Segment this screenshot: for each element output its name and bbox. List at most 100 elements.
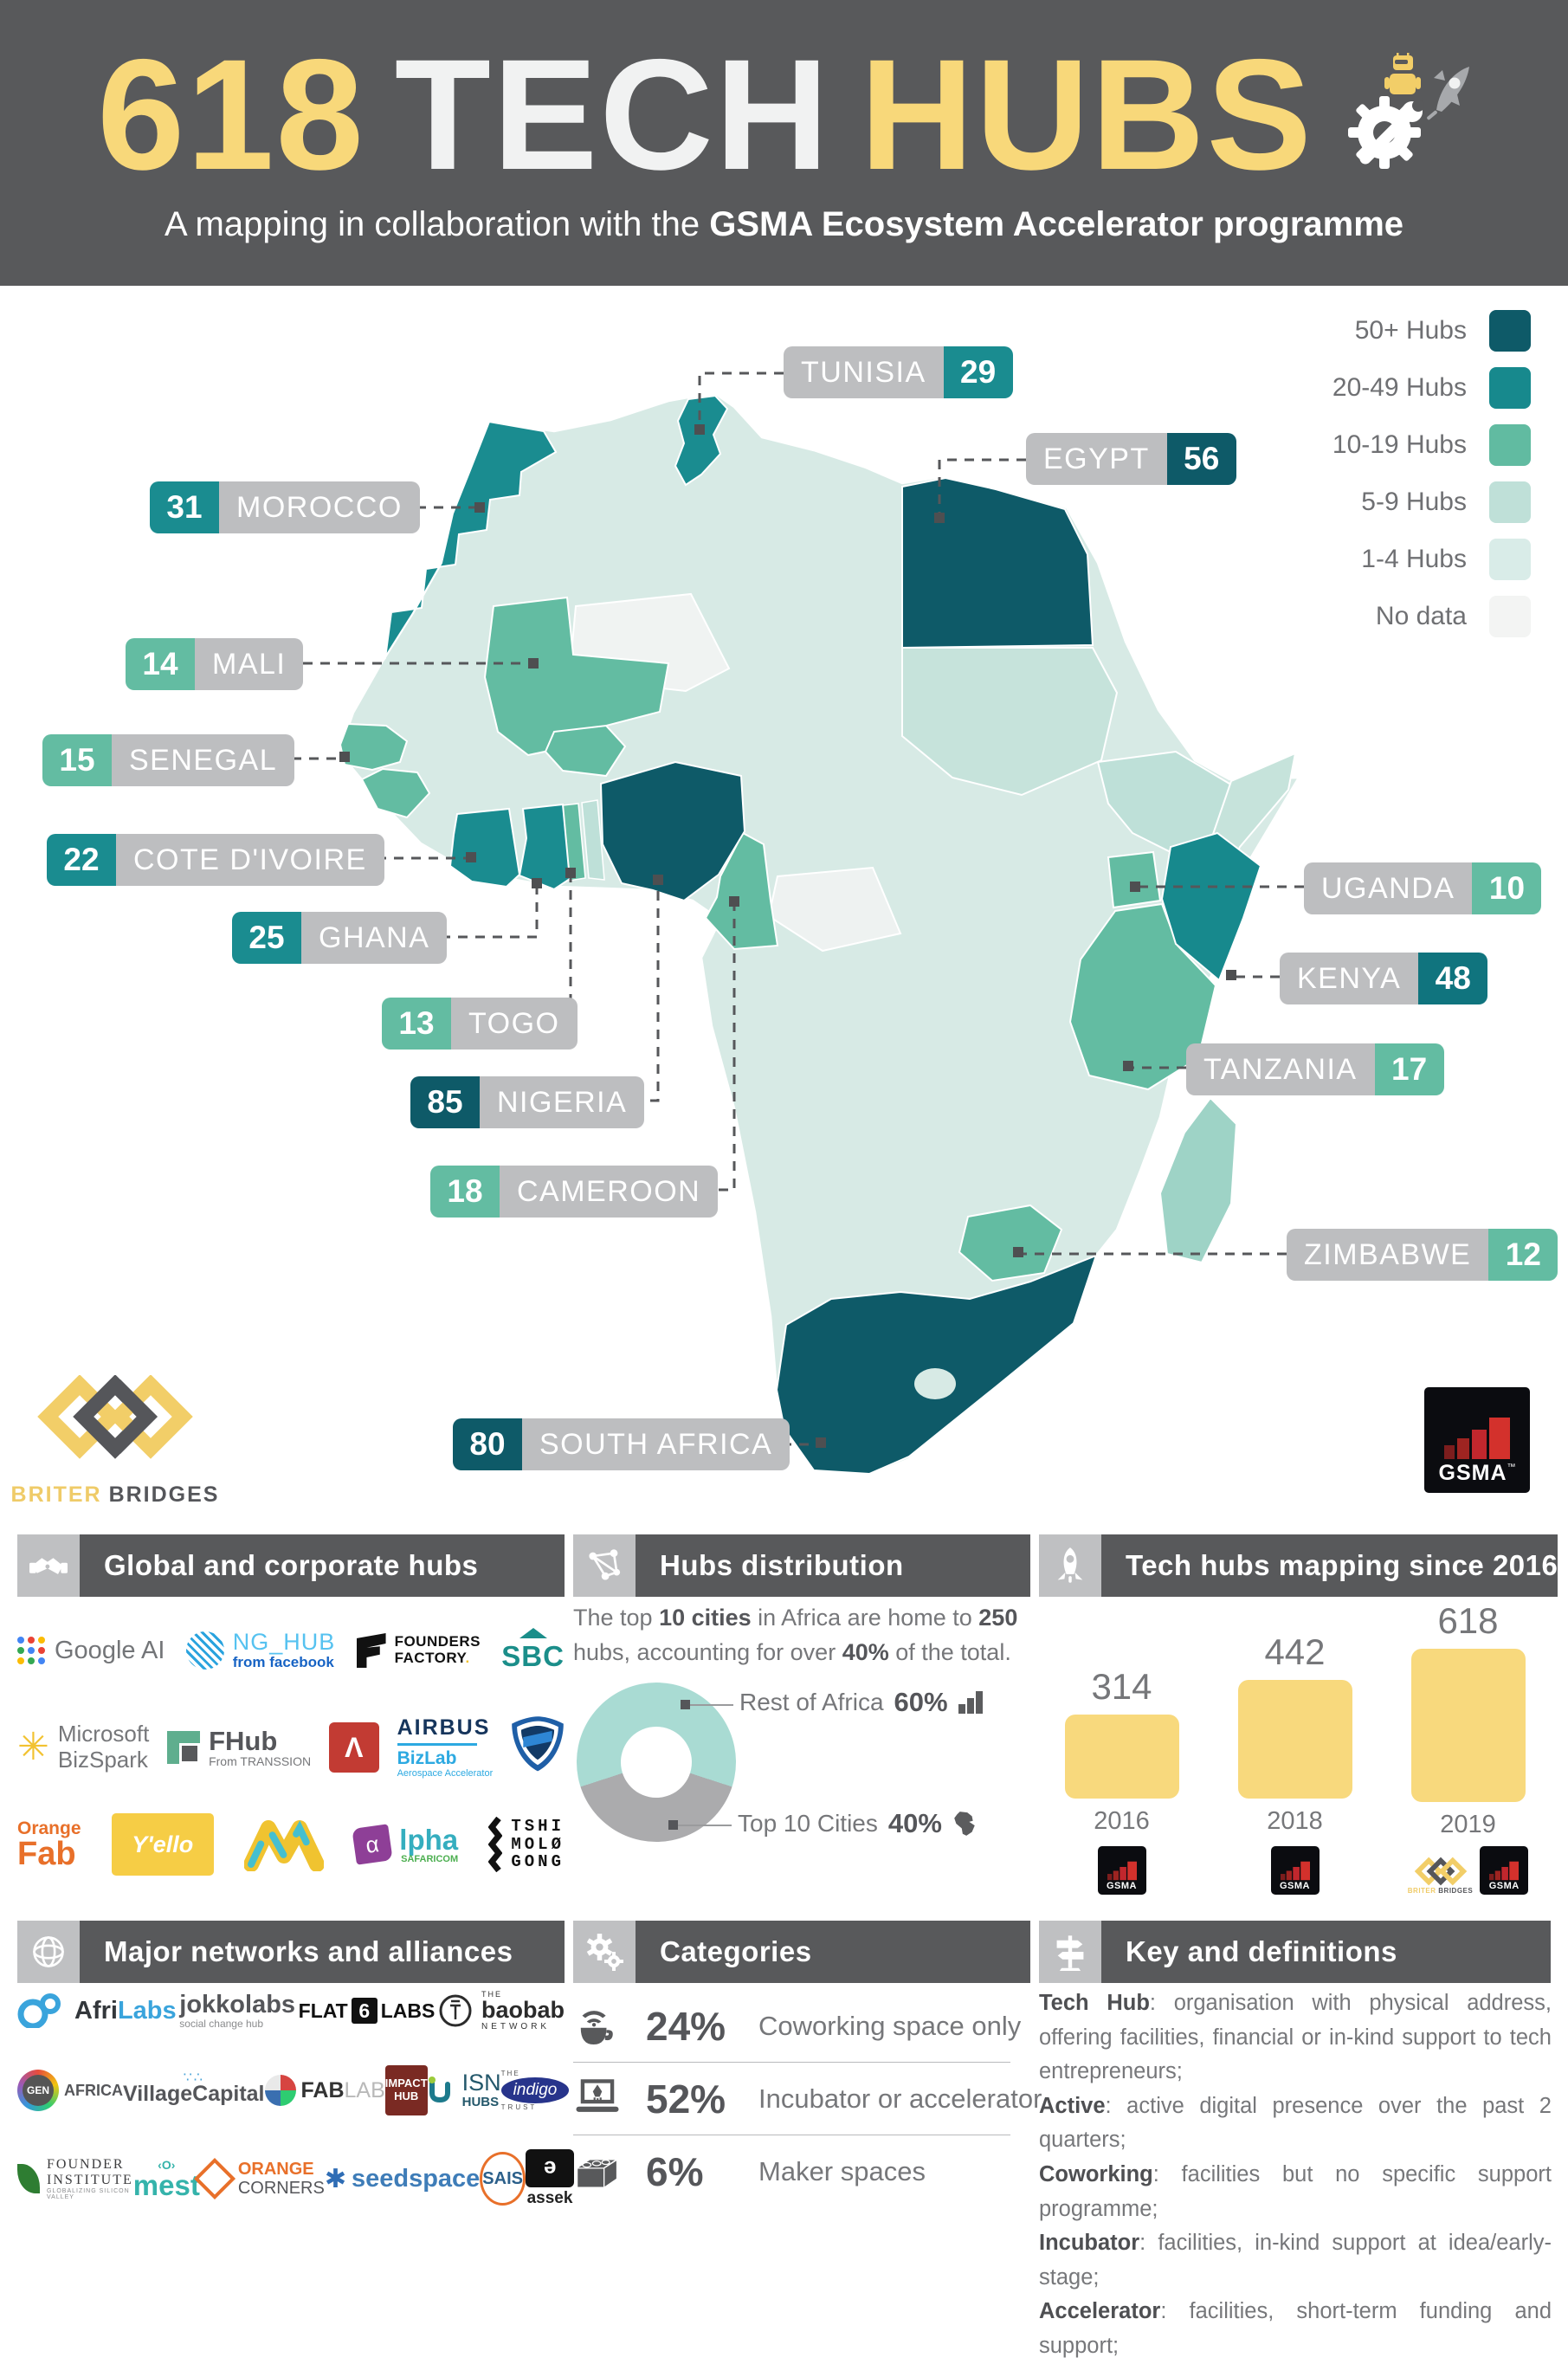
rest-of-africa-pct: 60% bbox=[894, 1687, 948, 1717]
country-name: TOGO bbox=[451, 998, 578, 1050]
airbus-bizlab-logo: AIRBUS BizLab Aerospace Accelerator bbox=[397, 1715, 493, 1779]
alpha-glyph: α bbox=[364, 1830, 381, 1858]
page-title: 618 TECH HUBS bbox=[97, 36, 1313, 193]
definition-term: Accelerator bbox=[1039, 2299, 1161, 2324]
country-madagascar bbox=[1158, 1096, 1238, 1264]
airbus-text: AIRBUS bbox=[397, 1715, 491, 1741]
definition-text: : organisation with physical address, of… bbox=[1039, 1991, 1552, 2084]
hubs-text: HUBS bbox=[461, 2095, 500, 2109]
trust-text: TRUST bbox=[500, 2103, 538, 2111]
category-icon bbox=[573, 2075, 622, 2123]
tshimologong-zigzag-icon bbox=[488, 1817, 503, 1872]
country-south-africa bbox=[775, 1254, 1098, 1476]
briter-diamonds-icon bbox=[37, 1375, 193, 1459]
indigo-trust-logo: THE indigo TRUST bbox=[500, 2070, 570, 2111]
legend-row: 5-9 Hubs bbox=[1332, 481, 1531, 523]
country-name: CAMEROON bbox=[500, 1166, 719, 1218]
country-cote-divoire bbox=[448, 807, 521, 888]
legend-row: 1-4 Hubs bbox=[1332, 539, 1531, 580]
country-tunisia bbox=[674, 394, 729, 487]
country-name: COTE D'IVOIRE bbox=[116, 834, 384, 886]
afrilabs-logo: AfriLabs bbox=[17, 1993, 177, 2028]
legend-label: 20-49 Hubs bbox=[1332, 373, 1467, 402]
section-title: Categories bbox=[636, 1921, 1030, 1983]
country-burkina bbox=[544, 724, 627, 778]
lambda-glyph: Λ bbox=[345, 1731, 364, 1763]
dist-p2: in Africa are home to bbox=[751, 1605, 979, 1631]
institute-text: INSTITUTE bbox=[47, 2173, 133, 2187]
bar-year-2019: 2019 bbox=[1440, 1811, 1496, 1838]
country-label: 18 CAMEROON bbox=[430, 1166, 719, 1218]
legend-swatch bbox=[1489, 596, 1531, 637]
bar-2019 bbox=[1410, 1649, 1526, 1802]
dist-b3: 40% bbox=[842, 1639, 889, 1665]
bar-value-2018: 442 bbox=[1264, 1631, 1326, 1672]
country-name: SENEGAL bbox=[112, 734, 295, 786]
seedspace-text: seedspace bbox=[351, 2164, 481, 2193]
ng-hub-text: NG_HUB bbox=[232, 1628, 336, 1655]
category-label: Coworking space only bbox=[758, 2010, 1022, 2041]
sbc-logo: SBC bbox=[501, 1628, 565, 1673]
sais-text: SAIS bbox=[482, 2168, 523, 2188]
legend-label: 1-4 Hubs bbox=[1361, 545, 1467, 573]
country-hub-count: 29 bbox=[943, 346, 1013, 398]
country-sudan bbox=[901, 647, 1119, 797]
gears-icon bbox=[573, 1921, 636, 1983]
legend-row: No data bbox=[1332, 596, 1531, 637]
the-text: THE bbox=[500, 2070, 520, 2077]
country-labels: 29 TUNISIA 56 EGYPT 31 MOROCCO 14 MALI 1… bbox=[0, 286, 1568, 1533]
ng-hub-logo: NG_HUB from facebook bbox=[185, 1628, 336, 1671]
bizspark-text: BizSpark bbox=[57, 1747, 148, 1773]
section-title: Key and definitions bbox=[1101, 1921, 1551, 1983]
country-name: TANZANIA bbox=[1186, 1043, 1375, 1095]
country-hub-count: 15 bbox=[42, 734, 112, 786]
bridges-word: BRIDGES bbox=[108, 1482, 220, 1507]
ng-hub-icon bbox=[185, 1631, 224, 1670]
country-name: TUNISIA bbox=[784, 346, 944, 398]
fablab-logo: FABLAB bbox=[264, 2075, 385, 2106]
legend-swatch bbox=[1489, 539, 1531, 580]
google-ai-logo: Google AI bbox=[17, 1636, 165, 1665]
country-hub-count: 56 bbox=[1166, 433, 1236, 485]
africa-map-section: 29 TUNISIA 56 EGYPT 31 MOROCCO 14 MALI 1… bbox=[0, 286, 1568, 1533]
fhub-sub: From TRANSSION bbox=[209, 1754, 312, 1768]
safaricom-text: SAFARICOM bbox=[401, 1853, 459, 1864]
afrilabs-icon bbox=[17, 1993, 61, 2028]
bar-year-2018: 2018 bbox=[1267, 1807, 1323, 1835]
mest-icon: ‹O› bbox=[158, 2157, 176, 2172]
country-name: MOROCCO bbox=[219, 481, 420, 533]
assek-logo: e assek bbox=[525, 2149, 574, 2208]
category-icon bbox=[573, 2002, 622, 2051]
africa-choropleth-map bbox=[240, 371, 1304, 1477]
briter-mini-logo: BRITER BRIDGES bbox=[1408, 1856, 1473, 1895]
fablab-icon bbox=[264, 2075, 296, 2106]
country-label: 56 EGYPT bbox=[1026, 433, 1236, 485]
briter-mini-word2: BRIDGES bbox=[1438, 1887, 1474, 1895]
category-label: Incubator or accelerator bbox=[758, 2083, 1042, 2114]
flat6labs-logo: FLAT 6 LABS bbox=[299, 1998, 435, 2024]
section-header-definitions: Key and definitions bbox=[1039, 1921, 1551, 1983]
isn-hubs-logo: ISN HUBS bbox=[428, 2071, 501, 2109]
jokkolabs-text: jokkolabs bbox=[179, 1990, 296, 2018]
legend-swatch bbox=[1489, 424, 1531, 466]
village-capital-icon: ∵∴ bbox=[183, 2070, 204, 2085]
country-cameroon bbox=[704, 831, 779, 951]
donut-chart bbox=[577, 1683, 736, 1842]
country-uganda bbox=[1107, 850, 1162, 909]
category-row: 52% Incubator or accelerator bbox=[573, 2063, 1042, 2135]
country-ghana bbox=[518, 803, 571, 891]
mest-logo: ‹O› mest bbox=[133, 2159, 200, 2199]
donut-marker-top10 bbox=[668, 1820, 678, 1830]
bar-value-2016: 314 bbox=[1091, 1666, 1152, 1707]
six-glyph: 6 bbox=[351, 1998, 377, 2024]
afri-text: Afri bbox=[74, 1996, 118, 2025]
definition-item: Active: active digital presence over the… bbox=[1039, 2089, 1552, 2158]
donut-label-rest-of-africa: Rest of Africa 60% bbox=[739, 1687, 984, 1718]
country-name: ZIMBABWE bbox=[1287, 1229, 1489, 1281]
country-hub-count: 17 bbox=[1374, 1043, 1444, 1095]
country-label: 13 TOGO bbox=[382, 998, 578, 1050]
legend-row: 20-49 Hubs bbox=[1332, 367, 1531, 409]
definition-term: Incubator bbox=[1039, 2231, 1140, 2256]
section-header-global-hubs: Global and corporate hubs bbox=[17, 1534, 565, 1597]
country-markers bbox=[339, 424, 1236, 1448]
